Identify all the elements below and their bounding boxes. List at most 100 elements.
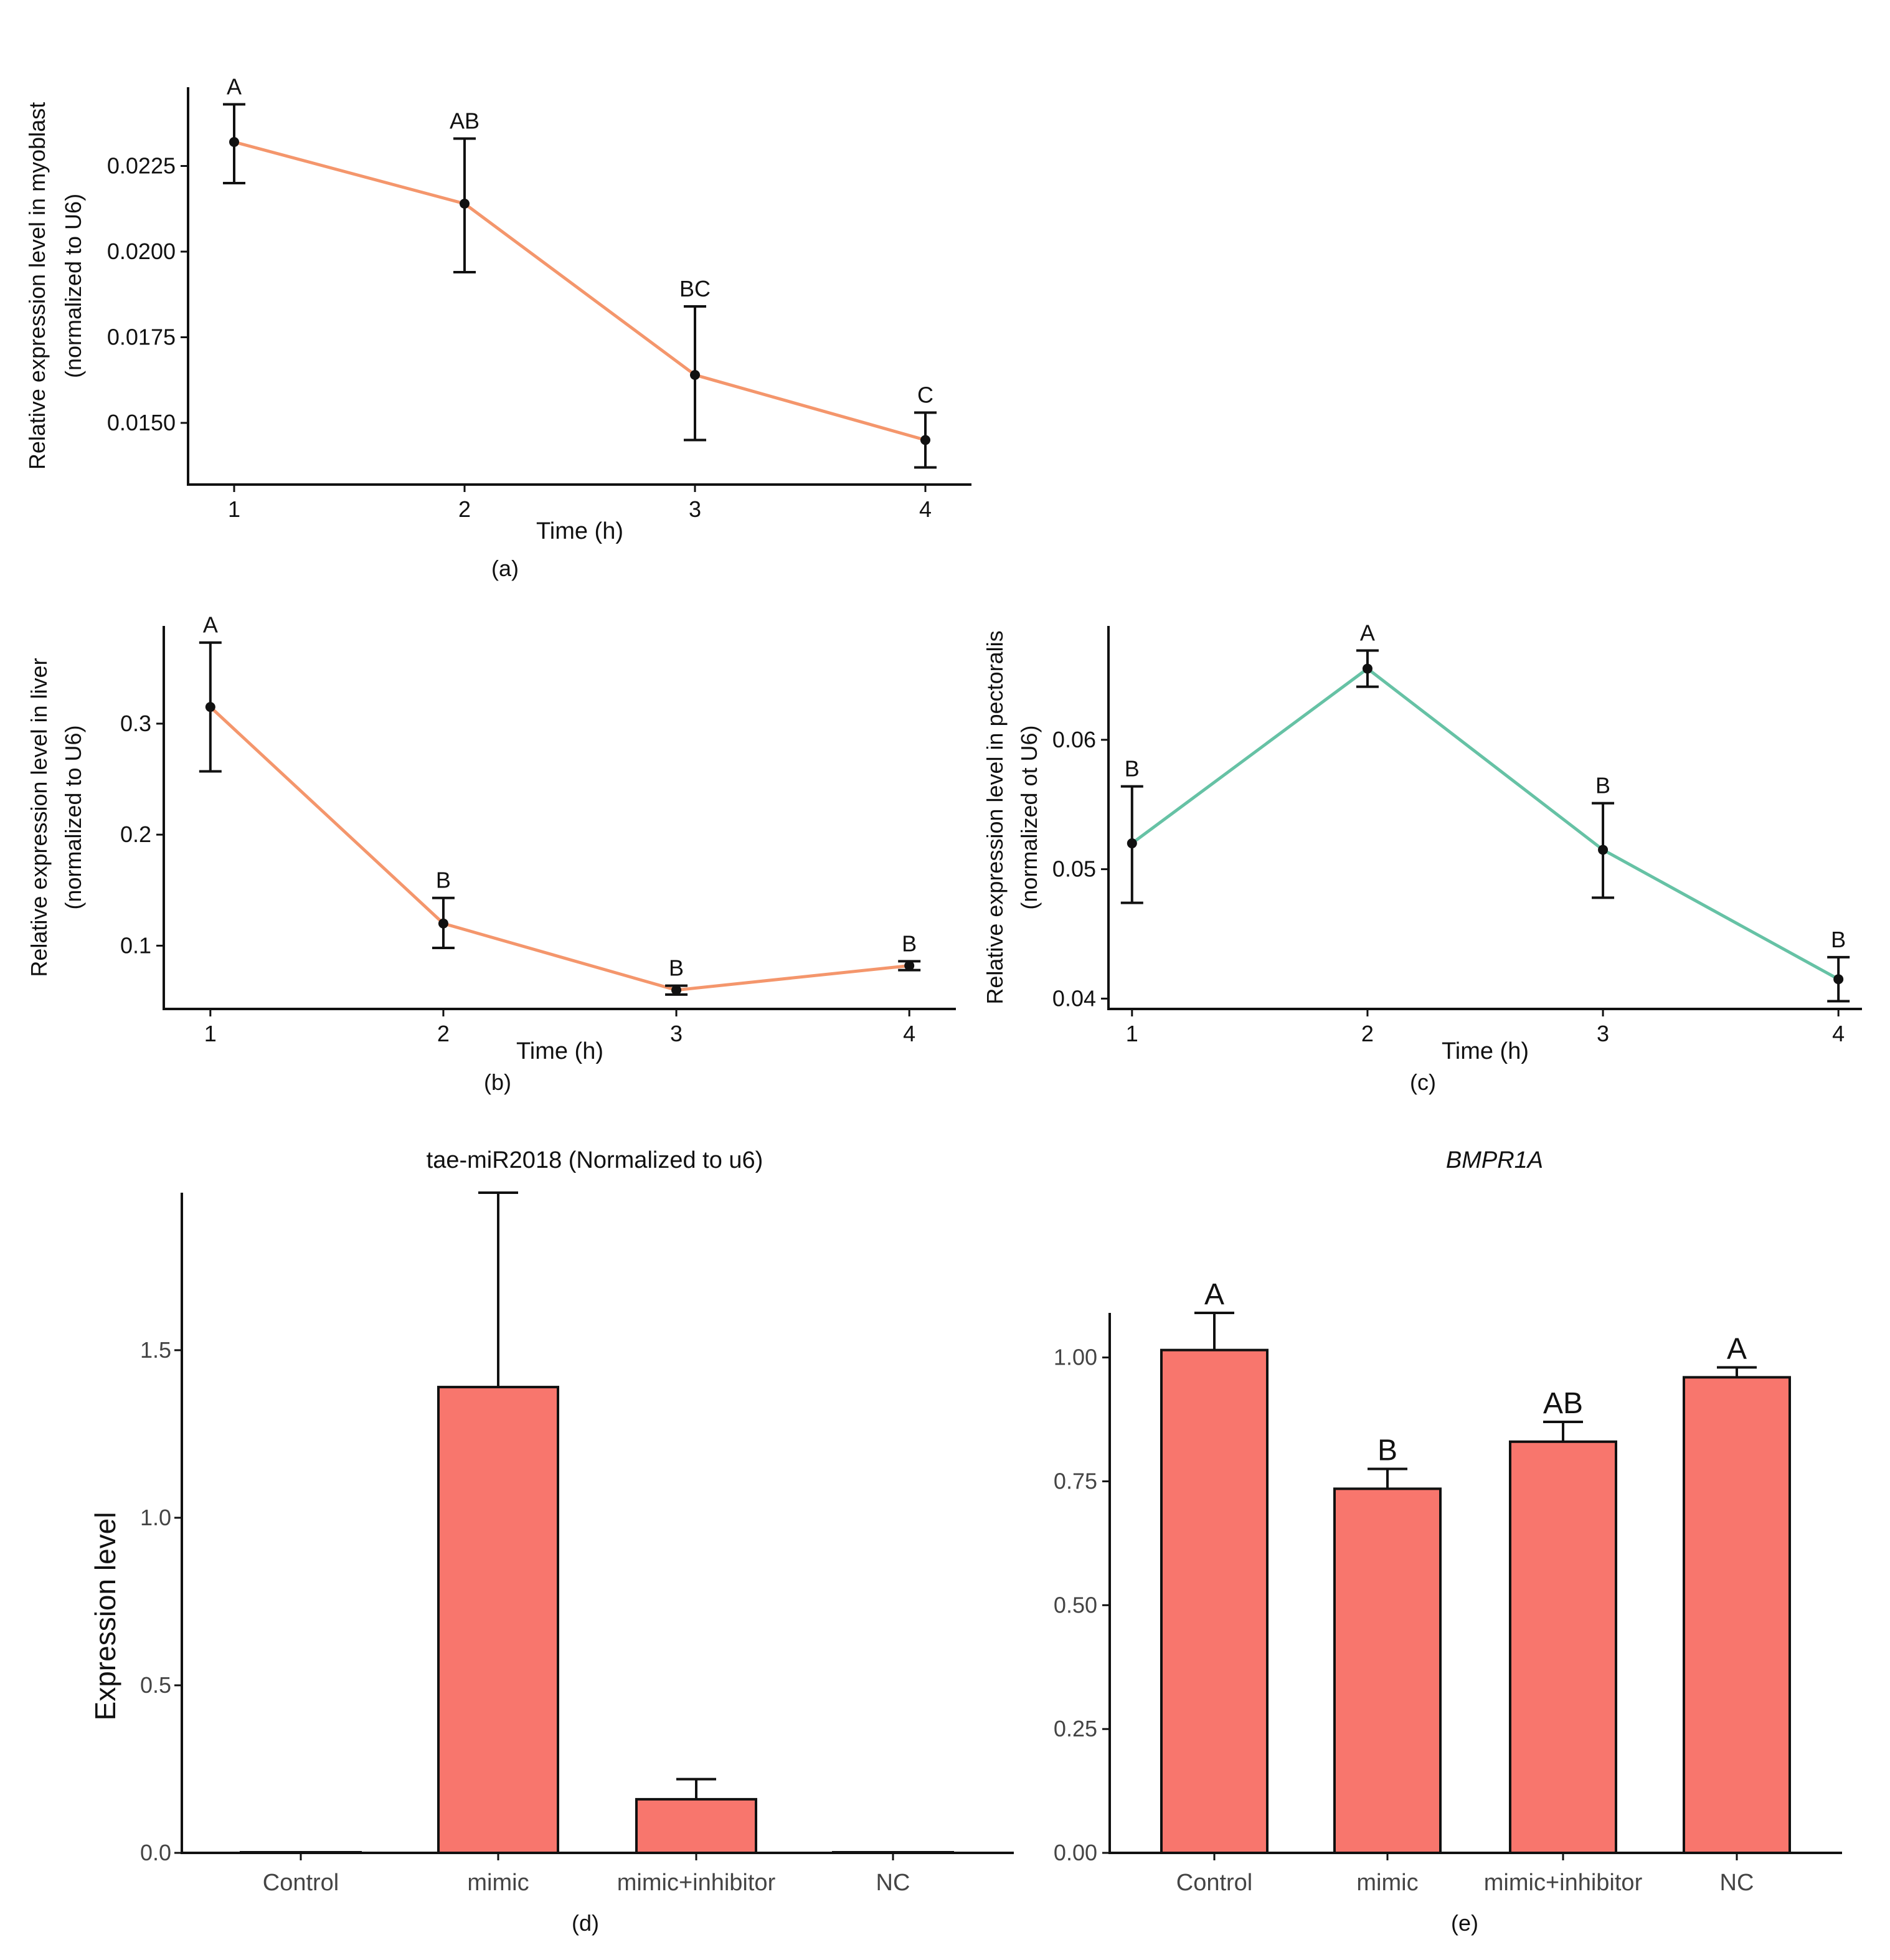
panel-b: 0.1 0.2 0.3 1 2 3 4 Time (h) Relative expression… (26, 612, 956, 1095)
y-tick-label: 0.1 (120, 932, 151, 958)
bar (1160, 1348, 1269, 1855)
x-tick-label: 1 (204, 1021, 217, 1046)
y-tick-label: 0.5 (140, 1672, 171, 1698)
x-axis-label: Time (h) (536, 518, 623, 544)
y-tick-label: 0.06 (1052, 727, 1096, 752)
y-tick-label: 1.0 (140, 1505, 171, 1530)
x-tick-label: 1 (1126, 1021, 1138, 1046)
x-tick-label: NC (876, 1870, 910, 1896)
significance-label: B (1377, 1434, 1397, 1467)
panel-label: (e) (1451, 1910, 1478, 1936)
x-tick-label: 3 (689, 496, 701, 522)
data-point (690, 370, 700, 380)
y-tick-label: 0.0200 (107, 239, 176, 264)
significance-label: B (1831, 927, 1846, 952)
panel-d: tae-miR2018 (Normalized to u6) 0.0 0.5 1.0 1… (89, 1147, 1014, 1936)
y-tick-label: 0.0225 (107, 153, 176, 179)
data-point (229, 137, 239, 147)
significance-label: C (917, 382, 933, 408)
series-line (234, 140, 926, 442)
bar (1333, 1487, 1442, 1854)
y-tick-label: 0.25 (1054, 1716, 1097, 1741)
data-point (205, 702, 215, 713)
x-axis-label: Time (h) (516, 1038, 603, 1064)
significance-label: B (669, 955, 684, 981)
data-point (920, 435, 930, 445)
x-tick-label: 3 (670, 1021, 683, 1046)
y-axis-label: (normalized ot U6) (1016, 725, 1042, 909)
bar (1683, 1376, 1791, 1854)
y-axis-label: (normalized to U6) (60, 725, 86, 909)
y-tick-label: 0.00 (1054, 1840, 1097, 1865)
panel-c: 0.04 0.05 0.06 1 2 3 4 Time (h) Relative express… (982, 620, 1862, 1095)
y-axis-label: Relative expression level in pectoralis (982, 630, 1008, 1004)
series-line (209, 706, 910, 992)
y-tick-label: 0.0150 (107, 410, 176, 435)
significance-label: A (1204, 1278, 1224, 1311)
data-point (1362, 663, 1373, 674)
y-tick-label: 0.04 (1052, 985, 1096, 1011)
x-tick-label: mimic (467, 1870, 529, 1896)
y-tick-label: 1.00 (1054, 1345, 1097, 1370)
data-point (1833, 974, 1844, 985)
y-axis-label: Relative expression level in liver (26, 658, 52, 977)
bar (240, 1851, 362, 1854)
x-tick-label: 4 (1832, 1021, 1845, 1046)
significance-label: B (436, 868, 451, 893)
significance-label: B (902, 930, 917, 956)
series-line (1131, 666, 1840, 981)
y-tick-label: 0.75 (1054, 1468, 1097, 1494)
bar (832, 1851, 954, 1854)
x-tick-label: Control (1176, 1870, 1253, 1896)
y-axis-label: (normalized to U6) (60, 194, 86, 378)
x-tick-label: 1 (228, 496, 240, 522)
significance-label: B (1125, 756, 1140, 782)
x-tick-label: Control (263, 1870, 339, 1896)
y-tick-label: 0.3 (120, 711, 151, 736)
bar (635, 1797, 757, 1855)
x-tick-label: 4 (903, 1021, 915, 1046)
x-tick-label: mimic+inhibitor (617, 1870, 776, 1896)
x-tick-label: 2 (437, 1021, 450, 1046)
significance-label: A (203, 612, 218, 638)
significance-label: A (1727, 1332, 1747, 1365)
y-tick-label: 0.05 (1052, 856, 1096, 882)
x-tick-label: mimic (1356, 1870, 1418, 1896)
significance-label: BC (679, 276, 711, 301)
significance-label: A (227, 74, 242, 100)
data-point (904, 960, 915, 971)
x-tick-label: 2 (458, 496, 471, 522)
x-tick-label: 3 (1597, 1021, 1609, 1046)
y-tick-label: 0.50 (1054, 1592, 1097, 1617)
y-tick-label: 0.2 (120, 821, 151, 847)
panel-label: (b) (484, 1069, 511, 1095)
y-tick-label: 0.0 (140, 1840, 171, 1865)
panel-a: 0.0150 0.0175 0.0200 0.0225 1 2 3 4 Time (h) Rela… (24, 74, 971, 581)
panel-label: (d) (572, 1910, 599, 1936)
data-point (460, 199, 470, 209)
significance-label: A (1360, 620, 1375, 645)
y-tick-label: 0.0175 (107, 324, 176, 350)
data-point (671, 985, 682, 995)
significance-label: AB (450, 108, 480, 134)
panel-label: (a) (491, 556, 519, 581)
bar (437, 1386, 559, 1855)
significance-label: AB (1543, 1387, 1583, 1420)
x-tick-label: mimic+inhibitor (1484, 1870, 1643, 1896)
bar (1509, 1440, 1617, 1855)
x-tick-label: NC (1720, 1870, 1754, 1896)
panel-label: (c) (1410, 1069, 1436, 1095)
y-tick-label: 1.5 (140, 1337, 171, 1363)
x-axis-label: Time (h) (1442, 1038, 1529, 1064)
x-tick-label: 4 (919, 496, 932, 522)
y-axis-label: Expression level (89, 1512, 121, 1721)
y-axis-label: Relative expression level in myoblast (24, 102, 50, 470)
data-point (438, 918, 448, 929)
data-point (1127, 838, 1137, 849)
chart-title: tae-miR2018 (Normalized to u6) (427, 1147, 763, 1173)
data-point (1598, 845, 1609, 855)
significance-label: B (1595, 773, 1610, 798)
x-tick-label: 2 (1361, 1021, 1374, 1046)
